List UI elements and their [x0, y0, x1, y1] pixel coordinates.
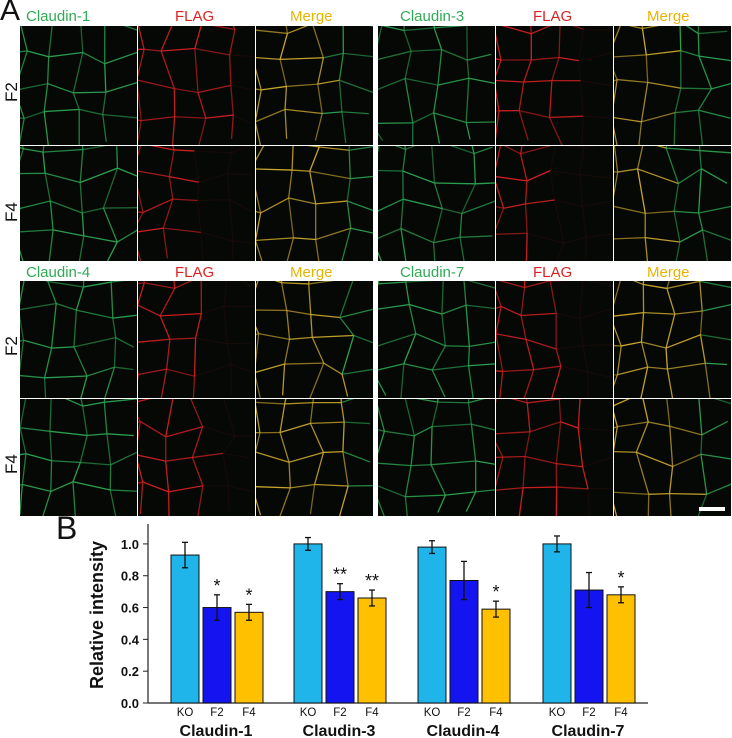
- group1-header-merge: Merge: [290, 8, 333, 25]
- group2-header-claudin: Claudin-3: [400, 8, 465, 25]
- bar-claudin-7-ko: [542, 543, 572, 704]
- group2-header-flag: FLAG: [533, 8, 573, 25]
- micrograph-red-r1-c2: [138, 26, 255, 145]
- bar-claudin-4-f4: [481, 608, 511, 704]
- group1-header-flag: FLAG: [175, 8, 215, 25]
- bar-category-label: F2: [210, 707, 223, 719]
- y-tick-label: 1.0: [121, 537, 139, 552]
- bar-category-label: KO: [549, 707, 566, 719]
- bar-claudin-1-f2: [202, 607, 232, 704]
- group3-header-claudin: Claudin-4: [26, 264, 91, 281]
- bar-category-label: F4: [365, 707, 379, 719]
- micrograph-green-r3-c1: [20, 281, 137, 398]
- panel-a-letter: A: [0, 0, 21, 27]
- micrograph-merge-r4-c3: [256, 399, 373, 516]
- group4-header-merge: Merge: [647, 264, 690, 281]
- row-label-f2-bottom: F2: [2, 336, 21, 356]
- micrograph-green-r1-c1: [20, 26, 137, 145]
- bar-claudin-1-ko: [170, 554, 200, 704]
- bar-claudin-4-ko: [417, 546, 447, 704]
- y-tick-label: 0.2: [121, 664, 139, 679]
- bar-category-label: F4: [489, 707, 503, 719]
- bar-category-label: KO: [177, 707, 194, 719]
- micrograph-green-r4-c1: [20, 399, 137, 516]
- bar-chart: Relative intensity 0.0 0.2 0.4 0.6 0.8 1.0 KO * F…: [87, 524, 648, 738]
- bar-category-label: F2: [333, 707, 346, 719]
- bar-claudin-7-f2: [574, 589, 604, 704]
- bar-claudin-7-f4: [606, 594, 636, 704]
- group1-header-claudin: Claudin-1: [26, 8, 91, 25]
- significance-mark: *: [213, 576, 220, 596]
- y-axis-label: Relative intensity: [87, 541, 107, 689]
- micrograph-green-r1-c4: [378, 26, 495, 145]
- micrograph-red-r1-c5: [496, 26, 613, 145]
- y-tick-label: 0.0: [121, 696, 139, 711]
- micrograph-red-r3-c2: [138, 281, 255, 398]
- group4-header-flag: FLAG: [533, 264, 573, 281]
- bar-claudin-4-f2: [449, 580, 479, 704]
- micrograph-green-r4-c4: [378, 399, 495, 516]
- group-label: Claudin-4: [427, 723, 500, 738]
- micrograph-red-r4-c2: [138, 399, 255, 516]
- bar-category-label: F4: [614, 707, 628, 719]
- micrograph-merge-r1-c3: [256, 26, 373, 145]
- bar-category-label: KO: [424, 707, 441, 719]
- group3-header-flag: FLAG: [175, 264, 215, 281]
- group-label: Claudin-7: [552, 723, 625, 738]
- micrograph-merge-r3-c3: [256, 281, 373, 398]
- group-label: Claudin-3: [303, 723, 376, 738]
- bar-category-label: KO: [300, 707, 317, 719]
- bar-category-label: F4: [242, 707, 256, 719]
- y-tick-label: 0.8: [121, 569, 139, 584]
- y-tick-label: 0.4: [121, 632, 140, 647]
- significance-mark: *: [245, 585, 252, 605]
- micrograph-red-r3-c5: [496, 281, 613, 398]
- micrograph-merge-r4-c6: [614, 399, 731, 516]
- panel-b-letter: B: [56, 510, 78, 546]
- micrograph-red-r4-c5: [496, 399, 613, 516]
- y-tick-label: 0.6: [121, 601, 139, 616]
- micrograph-green-r3-c4: [378, 281, 495, 398]
- micrograph-green-r2-c1: [20, 146, 137, 261]
- bar-claudin-1-f4: [234, 611, 264, 704]
- micrograph-green-r2-c4: [378, 146, 495, 261]
- row-label-f2-top: F2: [2, 82, 21, 102]
- row-label-f4-bottom: F4: [2, 454, 21, 474]
- group3-header-merge: Merge: [290, 264, 333, 281]
- group-label: Claudin-1: [180, 723, 253, 738]
- micrograph-merge-r2-c3: [256, 146, 373, 261]
- significance-mark: **: [333, 565, 347, 585]
- micrograph-merge-r1-c6: [614, 26, 731, 145]
- micrograph-red-r2-c2: [138, 146, 255, 261]
- micrograph-red-r2-c5: [496, 146, 613, 261]
- group4-header-claudin: Claudin-7: [400, 264, 465, 281]
- bar-category-label: F2: [582, 707, 595, 719]
- significance-mark: *: [492, 582, 499, 602]
- bar-claudin-3-f4: [357, 597, 387, 704]
- scale-bar: [699, 507, 725, 511]
- bar-claudin-3-f2: [325, 591, 355, 704]
- bar-category-label: F2: [457, 707, 470, 719]
- micrograph-merge-r2-c6: [614, 146, 731, 261]
- micrograph-merge-r3-c6: [614, 281, 731, 398]
- significance-mark: **: [365, 571, 379, 591]
- row-label-f4-top: F4: [2, 202, 21, 222]
- group2-header-merge: Merge: [647, 8, 690, 25]
- significance-mark: *: [617, 568, 624, 588]
- bar-claudin-3-ko: [293, 543, 323, 704]
